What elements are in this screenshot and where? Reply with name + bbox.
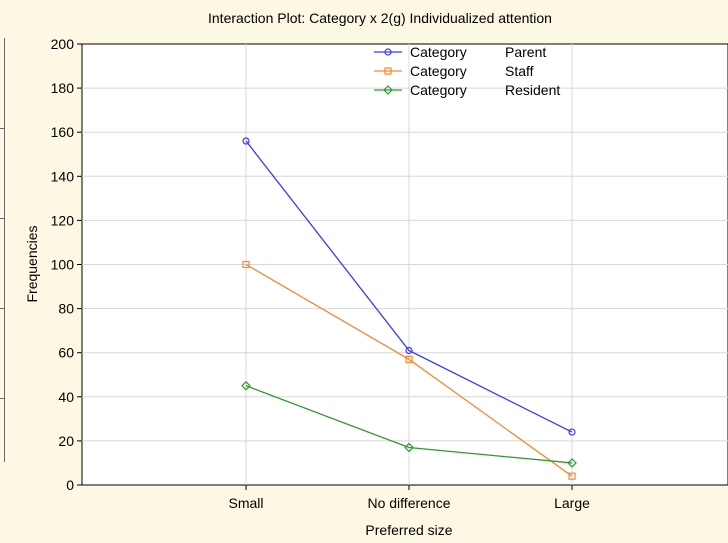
series-line-staff: [245, 263, 573, 477]
data-point-staff: [568, 472, 576, 480]
data-point-parent: [242, 137, 250, 145]
x-tick-label: Small: [228, 495, 263, 511]
legend-name-parent: Parent: [505, 44, 546, 60]
adjacent-panel-tick: [0, 308, 4, 309]
legend: Category Parent Category Staff Category Resid…: [374, 44, 560, 98]
x-tick-label: No difference: [367, 495, 450, 511]
series-group: [241, 137, 577, 480]
y-tick-label: 0: [66, 477, 74, 493]
x-axis-label: Preferred size: [365, 522, 452, 538]
legend-marker-staff: [384, 67, 392, 75]
series-line-resident: [245, 385, 573, 464]
data-point-resident: [241, 380, 251, 391]
y-axis-label: Frequencies: [24, 225, 40, 302]
data-point-resident: [567, 458, 577, 468]
legend-prefix: Category: [410, 44, 467, 60]
gridlines: [82, 44, 728, 485]
y-tick-label: 140: [51, 168, 75, 184]
legend-marker-resident: [383, 85, 393, 95]
y-tick-label: 60: [58, 345, 74, 361]
y-tick-label: 20: [58, 433, 74, 449]
adjacent-panel-tick: [0, 128, 4, 129]
series-line-parent: [245, 140, 573, 433]
data-point-parent: [405, 346, 413, 355]
y-tick-label: 80: [58, 301, 74, 317]
y-axis: 0 20 40 60 80 100 120 140 160 180 200: [51, 36, 82, 493]
y-tick-label: 200: [51, 36, 75, 52]
data-point-parent: [568, 428, 576, 436]
y-tick-label: 40: [58, 389, 74, 405]
data-point-resident: [404, 442, 414, 453]
adjacent-panel-tick: [0, 218, 4, 219]
x-axis: Small No difference Large: [228, 485, 590, 511]
legend-prefix: Category: [410, 82, 467, 98]
adjacent-panel-tick: [0, 398, 4, 399]
legend-name-resident: Resident: [505, 82, 560, 98]
data-point-staff: [405, 355, 413, 363]
legend-prefix: Category: [410, 63, 467, 79]
y-tick-label: 100: [51, 257, 75, 273]
y-tick-label: 120: [51, 212, 75, 228]
x-tick-label: Large: [554, 495, 590, 511]
data-point-staff: [242, 260, 250, 269]
y-tick-label: 160: [51, 124, 75, 140]
y-tick-label: 180: [51, 80, 75, 96]
legend-name-staff: Staff: [505, 63, 534, 79]
chart-title: Interaction Plot: Category x 2(g) Indivi…: [208, 10, 552, 26]
legend-marker-parent: [384, 48, 392, 56]
adjacent-panel-edge: [0, 38, 5, 462]
